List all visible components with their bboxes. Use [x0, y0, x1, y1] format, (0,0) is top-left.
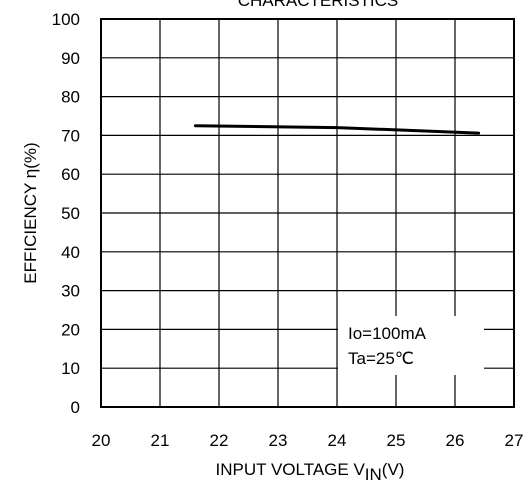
condition-temperature: Ta=25℃ — [348, 349, 414, 368]
y-tick-label: 30 — [61, 282, 80, 301]
y-tick-label: 50 — [61, 204, 80, 223]
y-tick-label: 100 — [52, 10, 80, 29]
x-axis-label: INPUT VOLTAGE VIN(V) — [216, 460, 405, 483]
x-tick-label: 24 — [328, 431, 347, 450]
y-tick-labels: 0 10 20 30 40 50 60 70 80 90 100 — [52, 10, 80, 417]
x-tick-label: 26 — [446, 431, 465, 450]
x-tick-label: 25 — [387, 431, 406, 450]
x-tick-labels: 20 21 22 23 24 25 26 27 — [92, 431, 524, 450]
condition-box-background — [338, 316, 484, 375]
condition-box: Io=100mA Ta=25℃ — [338, 316, 484, 375]
y-tick-label: 10 — [61, 359, 80, 378]
y-tick-label: 70 — [61, 126, 80, 145]
x-axis-label-main: INPUT VOLTAGE V — [216, 460, 366, 479]
condition-current: Io=100mA — [348, 324, 427, 343]
series-layer — [193, 124, 481, 135]
y-tick-label: 80 — [61, 88, 80, 107]
y-tick-label: 90 — [61, 49, 80, 68]
y-tick-label: 60 — [61, 165, 80, 184]
x-tick-label: 23 — [269, 431, 288, 450]
y-tick-label: 0 — [71, 398, 80, 417]
efficiency-curve — [193, 124, 481, 135]
x-tick-label: 20 — [92, 431, 111, 450]
chart-title: CHARACTERISTICS — [238, 0, 399, 10]
x-tick-label: 27 — [505, 431, 524, 450]
x-tick-label: 22 — [210, 431, 229, 450]
x-tick-label: 21 — [151, 431, 170, 450]
plot-frame — [100, 18, 515, 408]
y-tick-label: 20 — [61, 320, 80, 339]
x-axis-label-subscript: IN — [365, 465, 382, 483]
x-axis-label-unit: (V) — [382, 460, 405, 479]
y-axis-label: EFFICIENCY η(%) — [21, 142, 40, 283]
chart-title-group: CHARACTERISTICS — [238, 0, 399, 10]
y-tick-label: 40 — [61, 243, 80, 262]
